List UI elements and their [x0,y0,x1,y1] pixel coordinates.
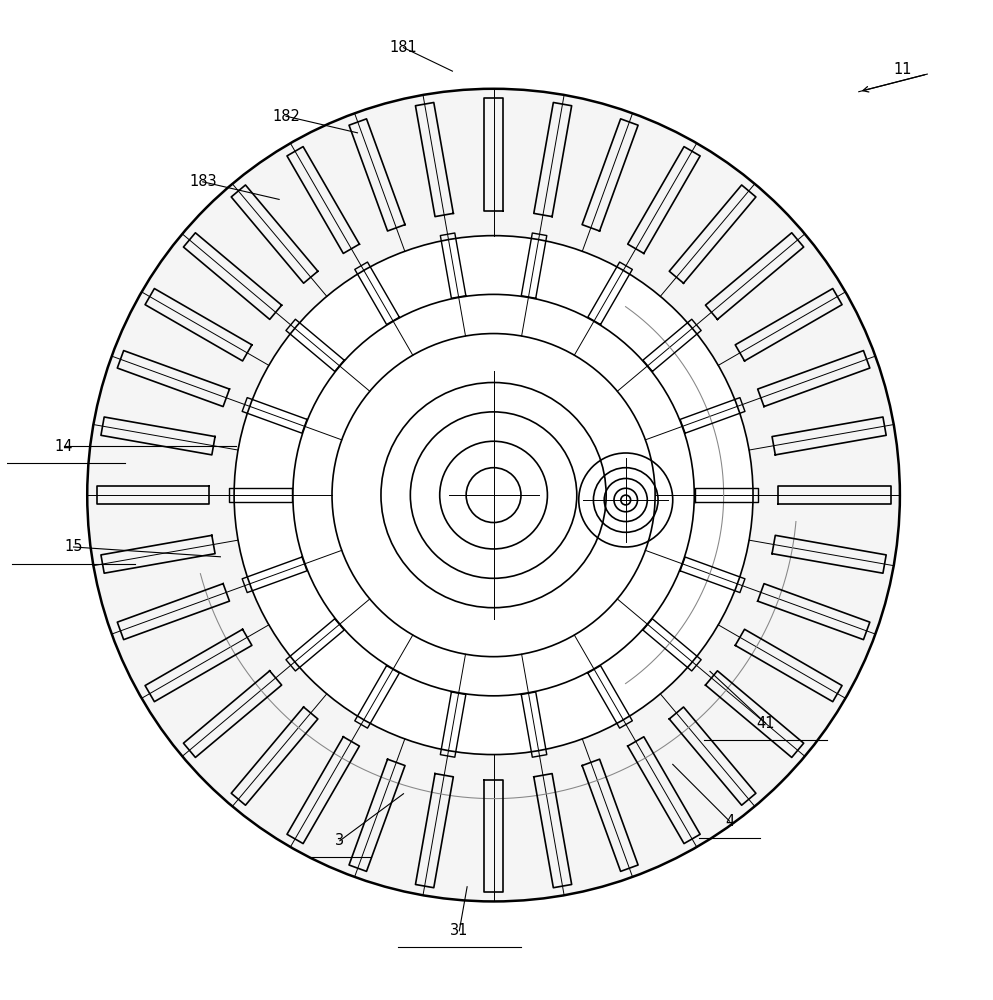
Text: 15: 15 [65,539,82,554]
Text: 31: 31 [450,923,469,938]
Text: 14: 14 [55,439,72,454]
Text: 4: 4 [725,814,734,829]
Text: 182: 182 [272,109,300,124]
Text: 3: 3 [336,833,345,848]
Text: 11: 11 [894,62,913,77]
Text: 41: 41 [757,716,775,731]
Circle shape [87,89,900,901]
Circle shape [234,236,753,755]
Text: 181: 181 [389,40,417,55]
Text: 183: 183 [189,174,216,189]
